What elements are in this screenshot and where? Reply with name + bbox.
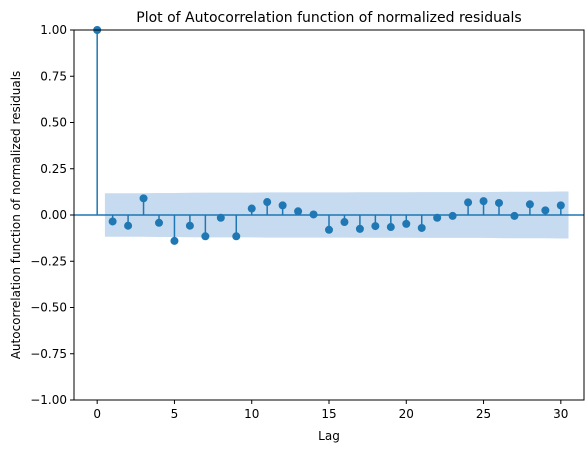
acf-point-lag-12: [278, 201, 287, 210]
acf-point-lag-7: [201, 232, 210, 241]
y-tick-label: 0.75: [40, 69, 67, 83]
y-tick-label: −1.00: [30, 393, 67, 407]
x-axis-label: Lag: [318, 429, 340, 443]
x-tick-label: 30: [553, 407, 568, 421]
y-tick-label: 0.50: [40, 116, 67, 130]
acf-point-lag-15: [325, 225, 333, 234]
chart-title: Plot of Autocorrelation function of norm…: [136, 10, 521, 26]
acf-point-lag-26: [495, 198, 503, 207]
x-tick-label: 5: [171, 407, 179, 421]
acf-point-lag-29: [541, 206, 550, 215]
acf-point-lag-25: [479, 197, 488, 206]
acf-point-lag-22: [433, 213, 442, 222]
acf-point-lag-8: [216, 213, 225, 222]
y-tick-label: 0.25: [40, 162, 67, 176]
acf-point-lag-3: [139, 194, 148, 203]
acf-point-lag-24: [464, 198, 473, 207]
acf-point-lag-14: [309, 210, 318, 219]
x-axis-ticks: 0 5 10 15 20 25 30: [93, 400, 568, 421]
y-axis-label: Autocorrelation function of normalized r…: [9, 71, 23, 360]
acf-point-lag-17: [355, 224, 364, 233]
acf-point-lag-23: [448, 211, 457, 220]
acf-point-lag-19: [386, 223, 395, 232]
x-tick-label: 25: [476, 407, 491, 421]
acf-point-lag-1: [108, 217, 117, 226]
x-tick-label: 20: [399, 407, 414, 421]
stem-layer: [74, 26, 584, 245]
acf-point-lag-11: [263, 198, 272, 207]
acf-point-lag-6: [185, 221, 194, 230]
acf-point-lag-20: [402, 219, 411, 228]
y-tick-label: −0.25: [30, 254, 67, 268]
y-tick-label: −0.75: [30, 347, 67, 361]
acf-point-lag-27: [510, 211, 519, 220]
x-tick-label: 15: [321, 407, 336, 421]
acf-point-lag-9: [232, 232, 241, 241]
x-tick-label: 0: [93, 407, 101, 421]
y-tick-label: 1.00: [40, 23, 67, 37]
acf-point-lag-5: [170, 236, 179, 245]
acf-point-lag-16: [340, 218, 349, 227]
y-axis-ticks: −1.00 −0.75 −0.50 −0.25 0.00 0.25 0.50 0.75 1.00: [30, 23, 74, 407]
y-tick-label: −0.50: [30, 301, 67, 315]
acf-point-lag-30: [556, 201, 565, 210]
acf-point-lag-4: [155, 218, 163, 227]
acf-point-lag-21: [417, 223, 426, 232]
acf-point-lag-2: [124, 221, 133, 230]
acf-point-lag-10: [247, 204, 256, 213]
x-tick-label: 10: [244, 407, 259, 421]
acf-point-lag-13: [294, 207, 303, 216]
y-tick-label: 0.00: [40, 208, 67, 222]
acf-point-lag-28: [525, 200, 534, 209]
acf-point-lag-18: [371, 222, 380, 231]
